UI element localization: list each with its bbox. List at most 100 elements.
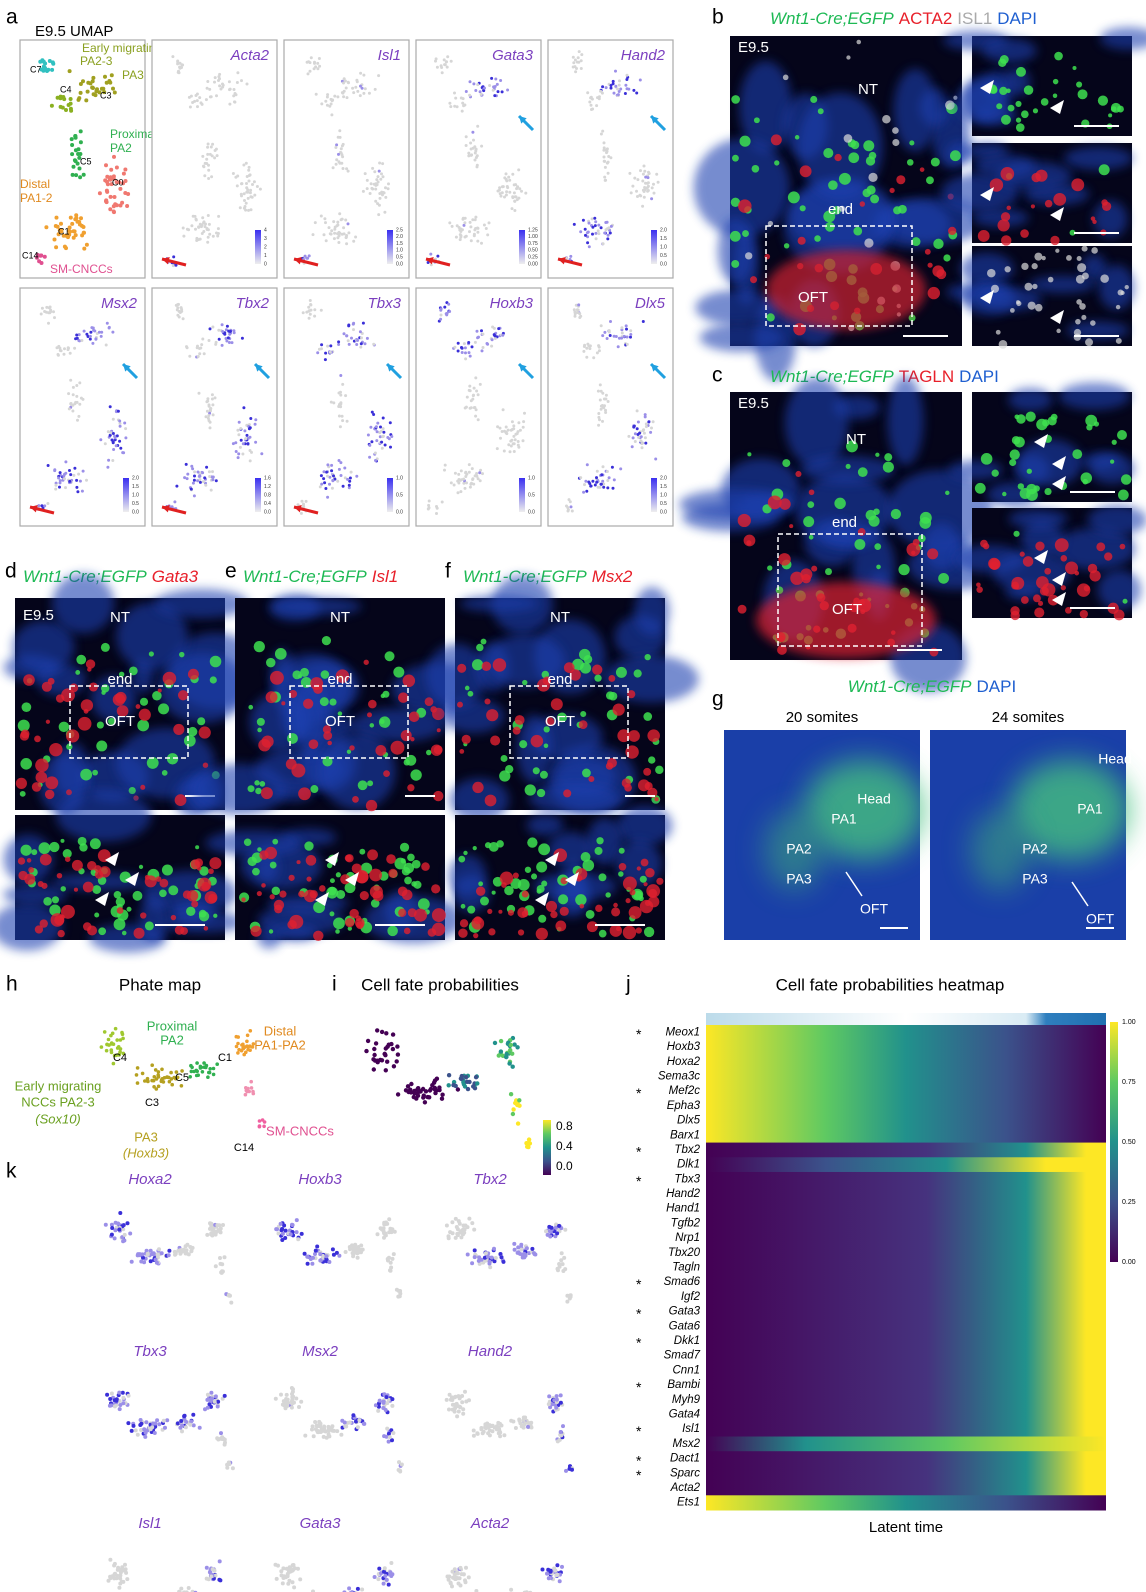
cluster-label: Proximal: [110, 127, 157, 141]
gfp-signal: [739, 136, 750, 147]
red-signal: [980, 540, 988, 548]
dapi-signal: [527, 815, 564, 836]
cell-dot: [304, 255, 307, 258]
cell-dot: [468, 351, 471, 354]
gfp-signal: [1094, 421, 1099, 426]
cell-dot: [347, 231, 350, 234]
cell-dot: [341, 218, 344, 221]
cell-dot: [585, 356, 588, 359]
cell-dot: [461, 110, 464, 113]
gfp-signal: [898, 564, 909, 575]
cell-dot: [469, 221, 472, 224]
cell-dot: [496, 1421, 500, 1425]
cell-dot: [640, 435, 643, 438]
cell-dot: [70, 137, 74, 141]
cell-dot: [233, 88, 236, 91]
region-label: PA2: [1022, 841, 1048, 857]
cell-dot: [90, 326, 93, 329]
cell-dot: [364, 342, 367, 345]
cell-dot: [652, 420, 655, 423]
cell-dot: [63, 353, 66, 356]
colorbar-label: 2: [264, 244, 267, 250]
gfp-signal: [655, 766, 663, 774]
cell-dot: [239, 427, 242, 430]
cell-dot: [320, 215, 323, 218]
cell-dot: [370, 440, 373, 443]
gfp-signal: [499, 770, 510, 781]
cell-dot: [359, 330, 362, 333]
gfp-signal: [393, 667, 404, 678]
cell-dot: [107, 430, 110, 433]
gene-name: Hoxa2: [667, 1056, 701, 1068]
dapi-signal: [158, 653, 247, 724]
cell-dot: [73, 467, 76, 470]
gfp-signal: [575, 894, 586, 905]
gfp-signal: [752, 165, 760, 173]
cell-dot: [216, 1438, 220, 1442]
gfp-signal: [411, 881, 417, 887]
cell-dot: [603, 404, 606, 407]
cell-dot: [75, 479, 78, 482]
cell-dot: [73, 347, 76, 350]
cell-dot: [585, 347, 588, 350]
cell-dot: [362, 322, 365, 325]
cell-dot: [554, 1406, 558, 1410]
cell-dot: [208, 470, 211, 473]
dapi-signal: [56, 790, 151, 842]
gfp-signal: [531, 873, 537, 879]
cell-dot: [70, 152, 74, 156]
gfp-signal: [467, 906, 475, 914]
cell-dot: [469, 80, 472, 83]
gfp-signal: [598, 873, 606, 881]
cell-dot: [485, 227, 488, 230]
gfp-signal: [149, 651, 154, 656]
cell-dot: [210, 1397, 214, 1401]
cell-dot: [309, 70, 312, 73]
cell-dot: [550, 1402, 554, 1406]
gfp-signal: [538, 915, 546, 923]
cell-dot: [79, 216, 83, 220]
region-label: OFT: [105, 713, 135, 730]
cell-dot: [241, 337, 244, 340]
cell-dot: [281, 1232, 285, 1236]
red-signal: [637, 866, 641, 870]
cell-dot: [280, 1238, 284, 1242]
cell-dot: [287, 1579, 291, 1583]
cell-dot: [469, 225, 472, 228]
cell-dot: [336, 480, 339, 483]
gfp-signal: [581, 852, 591, 862]
cell-dot: [549, 1569, 553, 1573]
cell-dot: [228, 341, 231, 344]
red-signal: [1001, 235, 1011, 245]
cell-dot: [618, 79, 621, 82]
cell-dot: [156, 1252, 160, 1256]
cell-dot: [180, 1429, 184, 1433]
cell-dot: [529, 1421, 533, 1425]
cell-dot: [464, 407, 467, 410]
cell-dot: [343, 332, 346, 335]
cell-dot: [249, 173, 252, 176]
cell-dot: [196, 346, 199, 349]
cell-dot: [634, 440, 637, 443]
cell-dot: [313, 1252, 317, 1256]
cell-dot: [516, 432, 519, 435]
gfp-signal: [385, 651, 395, 661]
cell-dot: [194, 228, 197, 231]
cell-dot: [290, 1392, 294, 1396]
cell-dot: [275, 1577, 279, 1581]
red-signal: [313, 931, 323, 941]
cell-dot: [64, 460, 67, 463]
cell-dot: [583, 483, 586, 486]
cell-dot: [590, 104, 593, 107]
cell-dot: [333, 232, 336, 235]
cell-dot: [362, 92, 365, 95]
gene-name: Hoxa2: [128, 1171, 172, 1188]
red-signal: [289, 915, 303, 929]
cell-dot: [644, 413, 647, 416]
cell-dot: [562, 1256, 566, 1260]
cell-dot: [637, 436, 640, 439]
cell-dot: [59, 222, 63, 226]
cell-dot: [235, 1035, 239, 1039]
cell-dot: [253, 180, 256, 183]
cell-dot: [465, 481, 468, 484]
